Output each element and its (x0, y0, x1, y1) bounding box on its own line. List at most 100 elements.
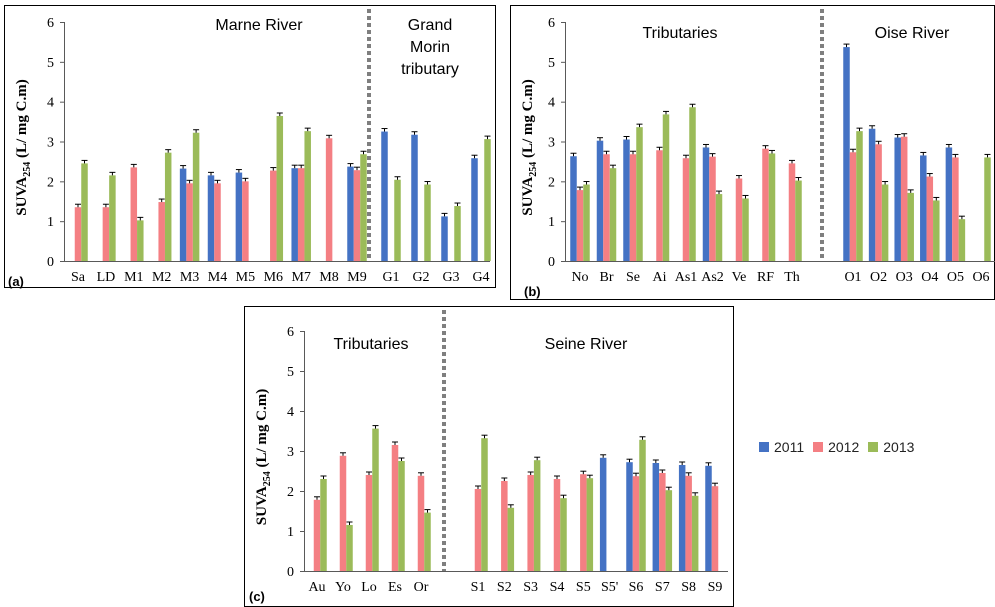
x-tick-label: LD (97, 270, 116, 285)
bar-2012 (158, 202, 165, 261)
x-tick-label: S5 (576, 580, 591, 595)
x-tick-label: O2 (870, 270, 887, 285)
x-tick-label: Lo (361, 580, 377, 595)
y-tick-label: 4 (548, 96, 555, 111)
bar-2011 (623, 139, 630, 261)
bar-2011 (678, 465, 686, 571)
bar-2013 (481, 438, 488, 571)
legend-swatch-2012 (813, 442, 824, 452)
bar-2011 (179, 168, 187, 261)
x-tick-label: O4 (921, 270, 938, 285)
x-tick-label: O3 (896, 270, 913, 285)
bar-2013 (636, 127, 643, 261)
bar-2011 (705, 465, 712, 571)
x-tick-label: RF (757, 270, 774, 285)
x-tick-label: O5 (947, 270, 964, 285)
bar-2013 (662, 114, 670, 261)
bar-2012 (74, 207, 82, 261)
x-tick-label: G4 (472, 270, 489, 285)
bar-2012 (325, 138, 333, 261)
bar-2013 (715, 194, 723, 261)
bar-2011 (570, 156, 577, 261)
x-tick-label: M8 (319, 270, 338, 285)
x-tick-label: M2 (152, 270, 171, 285)
y-axis-label: SUVA254 (L/ mg C.m) (14, 79, 33, 215)
bar-2012 (788, 163, 796, 261)
bar-2013 (276, 116, 284, 261)
y-axis-label: SUVA254 (L/ mg C.m) (520, 79, 539, 215)
bar-2013 (164, 152, 172, 261)
bar-2013 (742, 198, 749, 261)
y-tick-label: 4 (287, 405, 294, 420)
bar-2011 (652, 463, 660, 571)
y-tick-label: 5 (47, 56, 54, 71)
bar-2013 (583, 184, 590, 261)
bar-2011 (920, 155, 927, 261)
x-tick-label: S8 (681, 580, 696, 595)
bar-2013 (346, 525, 353, 571)
x-tick-label: Ve (732, 270, 747, 285)
x-tick-label: S7 (655, 580, 670, 595)
bar-2013 (586, 478, 594, 571)
x-tick-label: Br (600, 270, 614, 285)
bar-2012 (735, 178, 743, 261)
x-tick-label: Th (784, 270, 800, 285)
panel-label: (b) (524, 284, 541, 299)
bar-2012 (580, 474, 587, 571)
bar-2012 (711, 486, 719, 571)
bar-2013 (933, 200, 940, 261)
bar-2012 (130, 167, 138, 261)
y-tick-label: 1 (287, 525, 294, 540)
bar-2013 (454, 206, 461, 261)
x-tick-label: O1 (844, 270, 861, 285)
panel-a: 0 1 2 3 4 5 6 SUVA254 (L/ mg C.m) Marne River Gra… (4, 5, 496, 289)
bar-2011 (596, 140, 604, 261)
bar-2013 (424, 184, 431, 261)
bar-2013 (984, 157, 991, 261)
y-tick-label: 4 (47, 96, 54, 111)
y-tick-label: 2 (287, 485, 294, 500)
y-tick-label: 2 (548, 175, 555, 190)
bar-2013 (609, 168, 617, 261)
x-tick-label: M5 (236, 270, 255, 285)
y-axis-label-main: SUVA (254, 486, 270, 525)
x-tick-label: G1 (382, 270, 399, 285)
bar-2012 (214, 183, 221, 261)
bar-2012 (632, 476, 640, 571)
bar-2012 (603, 154, 610, 261)
y-axis-label-units: (L/ mg C.m) (14, 79, 30, 162)
bar-2011 (381, 131, 388, 261)
x-tick-label: M3 (180, 270, 199, 285)
x-tick-label: M6 (264, 270, 283, 285)
bar-2012 (186, 183, 193, 261)
y-tick-label: 0 (47, 255, 54, 270)
bar-2012 (576, 190, 584, 261)
bar-2011 (599, 457, 607, 571)
bar-2012 (926, 176, 934, 261)
bar-2013 (137, 220, 144, 261)
bar-2013 (320, 479, 327, 571)
panel-label: (a) (8, 274, 24, 289)
y-tick-label: 0 (287, 565, 294, 580)
bar-2012 (297, 168, 305, 261)
bar-2013 (881, 184, 889, 261)
bar-2012 (685, 475, 692, 571)
bar-2013 (372, 428, 379, 571)
bar-2011 (291, 168, 298, 261)
bar-2013 (304, 131, 311, 261)
bar-2013 (691, 495, 699, 571)
y-tick-label: 1 (47, 215, 54, 230)
region-title: Tributaries (334, 336, 409, 353)
bar-2011 (626, 462, 633, 571)
bar-2013 (639, 439, 646, 571)
bar-2012 (659, 473, 666, 571)
panel-c: 0 1 2 3 4 5 6 SUVA254 (L/ mg C.m) Tributaries Sei… (244, 306, 734, 607)
x-tick-label: As1 (675, 270, 698, 285)
bar-2013 (958, 219, 966, 261)
bar-2012 (391, 445, 399, 571)
bar-2012 (339, 455, 347, 571)
legend-item-2013: 2013 (868, 439, 914, 455)
bar-2011 (945, 147, 953, 261)
x-tick-label: Au (308, 580, 325, 595)
bar-2013 (484, 139, 491, 261)
